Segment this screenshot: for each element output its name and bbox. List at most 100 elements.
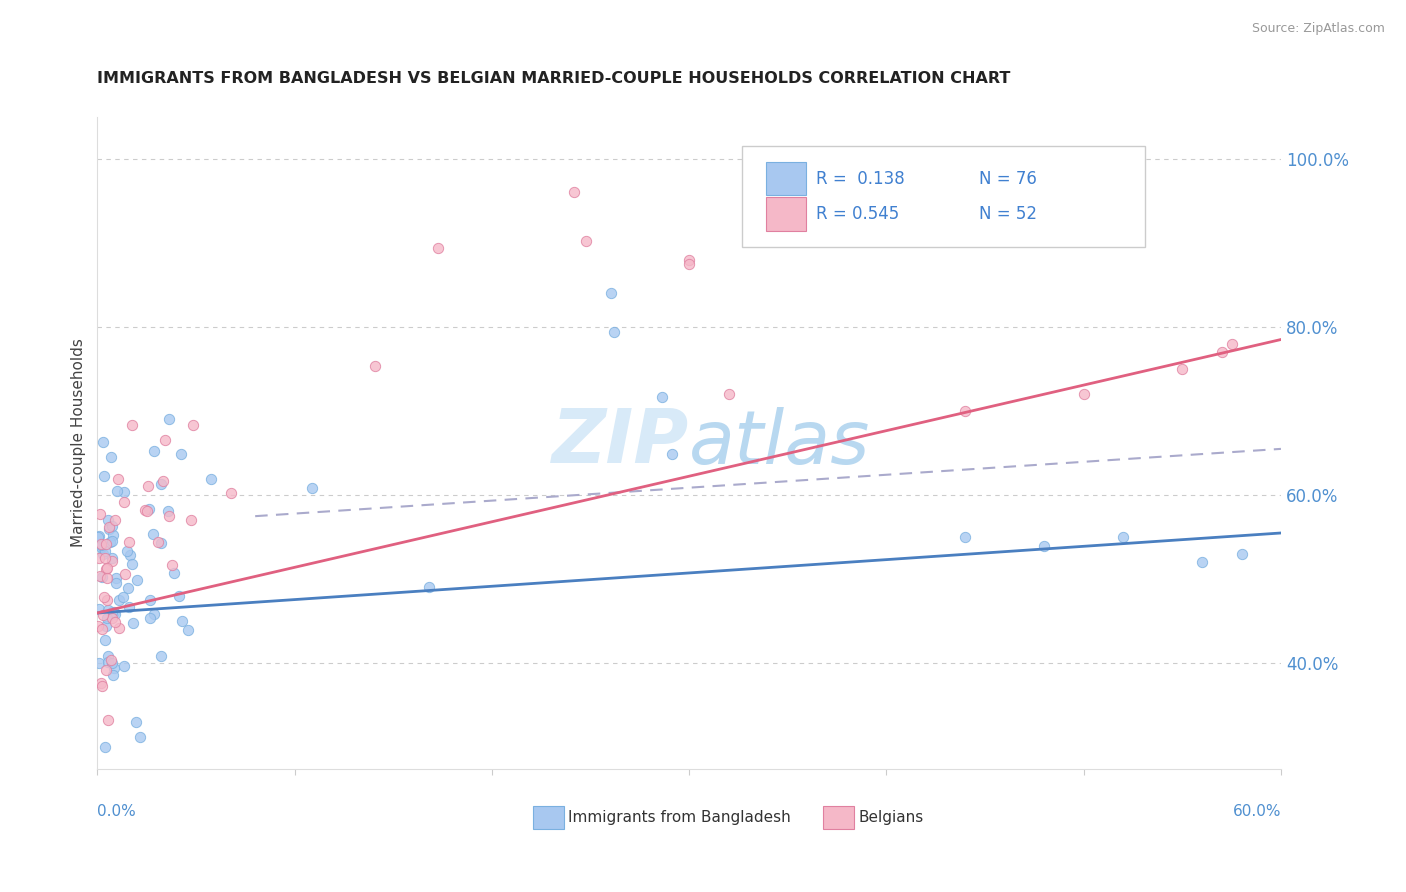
Point [1033, 539, 1056, 553]
Point [1171, 362, 1194, 376]
FancyBboxPatch shape [766, 197, 806, 231]
Point [117, 543, 139, 558]
Point [112, 659, 135, 673]
Point [101, 656, 124, 670]
Point [108, 621, 131, 635]
Point [153, 433, 176, 447]
Point [143, 607, 166, 621]
Point [96, 618, 118, 632]
Point [89, 601, 111, 615]
Point [103, 661, 125, 675]
Point [100, 550, 122, 565]
Point [200, 472, 222, 486]
FancyBboxPatch shape [823, 805, 853, 830]
Text: Belgians: Belgians [859, 810, 924, 825]
Point [170, 447, 193, 461]
Point [91, 570, 114, 584]
Point [1191, 556, 1213, 570]
Text: atlas: atlas [689, 407, 870, 479]
Point [138, 501, 160, 516]
Point [103, 605, 125, 619]
Point [101, 605, 124, 619]
Point [427, 241, 450, 255]
Point [112, 485, 135, 500]
Point [90, 622, 112, 636]
Point [101, 611, 124, 625]
Point [100, 519, 122, 533]
Point [301, 481, 323, 495]
Point [104, 607, 127, 621]
Point [98, 520, 121, 534]
Point [1211, 345, 1233, 359]
Point [89, 507, 111, 521]
Point [157, 508, 180, 523]
Point [87, 530, 110, 544]
Point [93, 469, 115, 483]
Point [117, 582, 139, 596]
Text: 0.0%: 0.0% [97, 805, 136, 820]
Point [117, 534, 139, 549]
Point [94, 562, 117, 576]
Point [94, 544, 117, 558]
Text: ZIP: ZIP [553, 406, 689, 479]
Point [101, 554, 124, 568]
Point [90, 538, 112, 552]
Point [100, 450, 122, 464]
Point [125, 715, 148, 730]
Point [678, 252, 700, 267]
Point [157, 412, 180, 426]
Point [98, 535, 121, 549]
Point [678, 257, 700, 271]
Point [91, 434, 114, 449]
Point [143, 444, 166, 458]
Point [101, 528, 124, 542]
Point [97, 603, 120, 617]
Point [100, 653, 122, 667]
Point [96, 537, 118, 551]
Point [418, 581, 440, 595]
Point [169, 589, 191, 603]
Point [152, 475, 174, 489]
Text: Source: ZipAtlas.com: Source: ZipAtlas.com [1251, 22, 1385, 36]
Point [94, 740, 117, 755]
Point [87, 619, 110, 633]
Point [97, 522, 120, 536]
FancyBboxPatch shape [742, 146, 1144, 247]
Point [104, 571, 127, 585]
Point [172, 614, 194, 628]
Point [90, 679, 112, 693]
Point [97, 513, 120, 527]
FancyBboxPatch shape [766, 161, 806, 195]
Point [176, 623, 198, 637]
Point [90, 537, 112, 551]
Point [94, 632, 117, 647]
Text: N = 52: N = 52 [979, 205, 1038, 223]
Point [955, 404, 977, 418]
Point [717, 387, 740, 401]
Point [105, 575, 128, 590]
Point [183, 418, 205, 433]
Point [87, 656, 110, 670]
Text: 60.0%: 60.0% [1233, 805, 1281, 820]
Text: Immigrants from Bangladesh: Immigrants from Bangladesh [568, 810, 792, 825]
Point [364, 359, 387, 373]
Point [107, 472, 129, 486]
Point [180, 513, 202, 527]
Point [96, 571, 118, 585]
Text: IMMIGRANTS FROM BANGLADESH VS BELGIAN MARRIED-COUPLE HOUSEHOLDS CORRELATION CHAR: IMMIGRANTS FROM BANGLADESH VS BELGIAN MA… [97, 71, 1011, 86]
Point [120, 548, 142, 562]
Point [603, 325, 626, 339]
Point [111, 590, 134, 604]
Point [157, 504, 180, 518]
Point [90, 675, 112, 690]
Point [135, 503, 157, 517]
Point [142, 527, 165, 541]
Point [150, 649, 173, 664]
Point [163, 566, 186, 580]
Point [1073, 387, 1095, 401]
Point [148, 534, 170, 549]
Point [1112, 530, 1135, 544]
Point [575, 234, 598, 248]
Point [661, 447, 683, 461]
Point [104, 615, 127, 629]
